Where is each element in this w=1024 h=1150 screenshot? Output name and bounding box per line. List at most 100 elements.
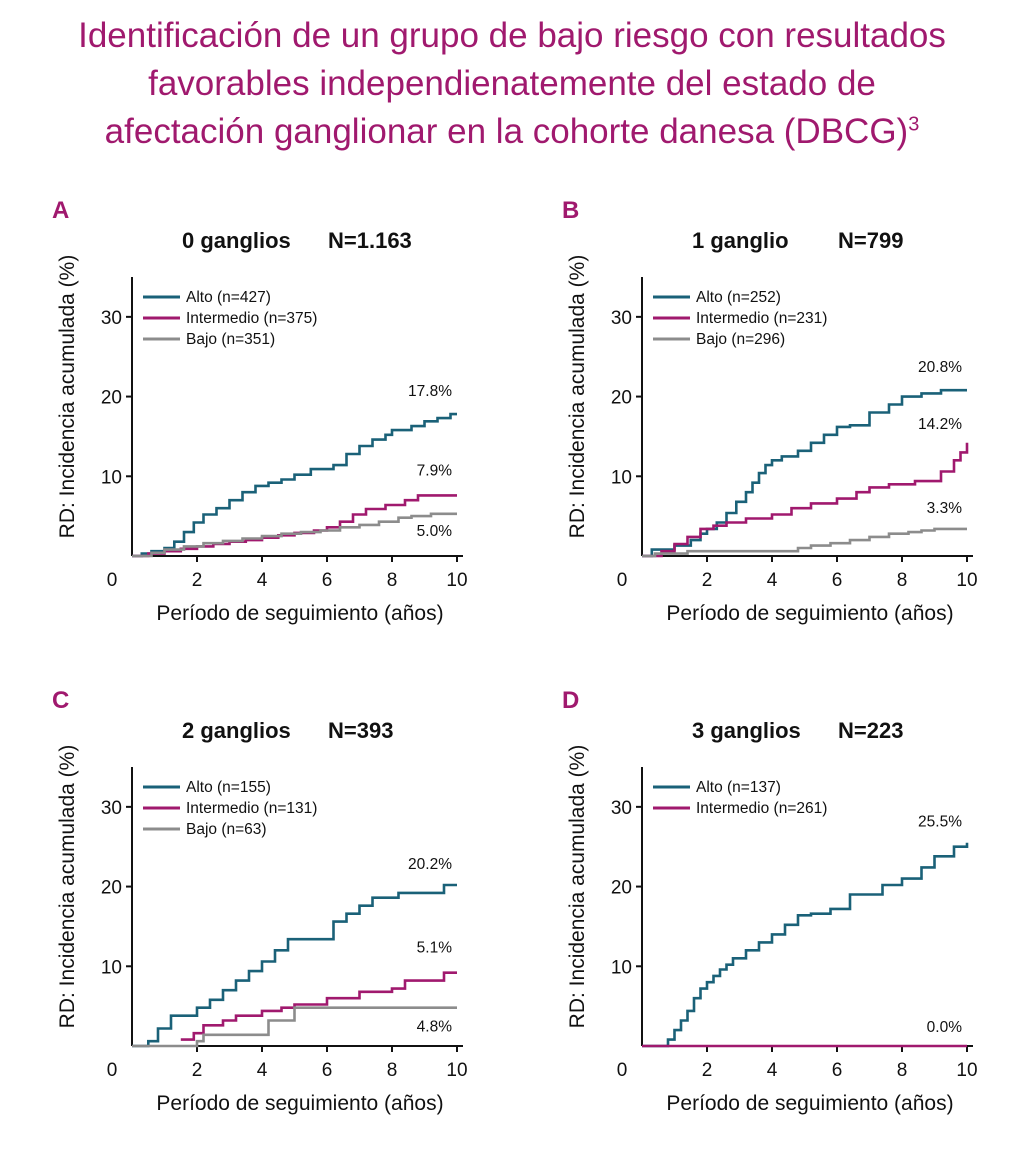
x-axis-label: Período de seguimiento (años) <box>156 602 443 625</box>
panel-letter: C <box>52 687 69 714</box>
x-tick-label: 10 <box>446 570 467 591</box>
panel-letter: A <box>52 197 69 224</box>
legend-label-alto: Alto (n=155) <box>186 779 271 796</box>
title-line-2: favorables independienatemente del estad… <box>148 64 876 103</box>
panel-title: 1 ganglio <box>692 228 789 253</box>
legend-label-alto: Alto (n=427) <box>186 289 271 306</box>
title-superscript: 3 <box>908 113 920 136</box>
legend-label-bajo: Bajo (n=63) <box>186 821 267 838</box>
x-tick-label: 2 <box>702 570 713 591</box>
end-label-intermedio: 7.9% <box>417 462 453 479</box>
legend-label-intermedio: Intermedio (n=261) <box>696 800 827 817</box>
x-tick-label: 10 <box>956 1060 977 1081</box>
title-line-3-text: afectación ganglionar en la cohorte dane… <box>104 112 909 151</box>
panel-letter: B <box>562 197 579 224</box>
y-tick-label: 30 <box>101 308 122 329</box>
panel-c: C 2 ganglios N=393 0 2 4 6 8 10 10 20 30 Período de … <box>0 680 512 1150</box>
x-tick-label: 8 <box>897 570 908 591</box>
x-axis-label: Período de seguimiento (años) <box>666 602 953 625</box>
legend-label-intermedio: Intermedio (n=131) <box>186 800 317 817</box>
series-line-alto <box>642 842 969 1048</box>
panel-d: D 3 ganglios N=223 0 2 4 6 8 10 10 20 30 Período de … <box>510 680 1022 1150</box>
x-tick-label: 4 <box>767 1060 778 1081</box>
y-tick-label: 20 <box>611 388 632 409</box>
y-tick-label: 10 <box>101 467 122 488</box>
y-tick-label: 30 <box>611 308 632 329</box>
x-tick-label: 4 <box>257 570 268 591</box>
chart-panel-d: D 3 ganglios N=223 0 2 4 6 8 10 10 20 30 Período de … <box>562 687 978 1115</box>
series-line-alto <box>132 412 457 558</box>
panel-n-label: N=799 <box>838 228 903 253</box>
end-label-alto: 25.5% <box>918 814 962 831</box>
legend-label-bajo: Bajo (n=296) <box>696 331 785 348</box>
y-tick-label: 20 <box>101 878 122 899</box>
y-tick-label: 10 <box>101 957 122 978</box>
panel-a: A 0 ganglios N=1.163 0 2 4 6 8 10 10 20 30 Período d… <box>0 190 512 660</box>
end-label-bajo: 4.8% <box>417 1019 453 1036</box>
end-label-intermedio: 14.2% <box>918 416 962 433</box>
series-line-bajo <box>132 1006 457 1048</box>
panel-b: B 1 ganglio N=799 0 2 4 6 8 10 10 20 30 Período de s… <box>510 190 1022 660</box>
x-tick-label: 10 <box>446 1060 467 1081</box>
y-axis-label: RD: Incidencia acumulada (%) <box>56 745 79 1029</box>
panel-n-label: N=393 <box>328 718 393 743</box>
panel-n-label: N=1.163 <box>328 228 412 253</box>
end-label-alto: 20.8% <box>918 359 962 376</box>
x-tick-label: 6 <box>832 1060 843 1081</box>
series-line-alto <box>132 883 457 1048</box>
panel-title: 0 ganglios <box>182 228 291 253</box>
end-label-intermedio: 5.1% <box>417 940 453 957</box>
panel-title: 2 ganglios <box>182 718 291 743</box>
x-tick-label: 0 <box>617 1060 628 1081</box>
chart-panel-c: C 2 ganglios N=393 0 2 4 6 8 10 10 20 30 Período de … <box>52 687 468 1115</box>
y-axis-label: RD: Incidencia acumulada (%) <box>566 745 589 1029</box>
y-axis-label: RD: Incidencia acumulada (%) <box>566 255 589 539</box>
series-line-intermedio <box>132 494 457 558</box>
y-tick-label: 30 <box>101 798 122 819</box>
legend-label-intermedio: Intermedio (n=375) <box>186 310 317 327</box>
y-tick-label: 20 <box>611 878 632 899</box>
x-tick-label: 8 <box>387 1060 398 1081</box>
y-tick-label: 20 <box>101 388 122 409</box>
legend-label-intermedio: Intermedio (n=231) <box>696 310 827 327</box>
title-line-1: Identificación de un grupo de bajo riesg… <box>78 16 946 55</box>
series-line-intermedio <box>180 971 457 1041</box>
panel-letter: D <box>562 687 579 714</box>
panel-title: 3 ganglios <box>692 718 801 743</box>
x-axis-label: Período de seguimiento (años) <box>666 1092 953 1115</box>
series-line-intermedio <box>642 442 969 558</box>
series-line-bajo <box>132 512 457 558</box>
x-tick-label: 6 <box>322 1060 333 1081</box>
x-tick-label: 2 <box>192 1060 203 1081</box>
x-tick-label: 0 <box>107 570 118 591</box>
y-tick-label: 10 <box>611 957 632 978</box>
x-tick-label: 10 <box>956 570 977 591</box>
x-tick-label: 4 <box>257 1060 268 1081</box>
x-tick-label: 6 <box>832 570 843 591</box>
end-label-bajo: 5.0% <box>417 523 453 540</box>
x-tick-label: 2 <box>192 570 203 591</box>
x-tick-label: 0 <box>617 570 628 591</box>
chart-panel-b: B 1 ganglio N=799 0 2 4 6 8 10 10 20 30 Período de s… <box>562 197 978 625</box>
y-tick-label: 10 <box>611 467 632 488</box>
end-label-bajo: 3.3% <box>927 500 963 517</box>
x-tick-label: 0 <box>107 1060 118 1081</box>
legend-label-bajo: Bajo (n=351) <box>186 331 275 348</box>
y-tick-label: 30 <box>611 798 632 819</box>
series-line-bajo <box>642 527 967 558</box>
legend-label-alto: Alto (n=137) <box>696 779 781 796</box>
x-tick-label: 2 <box>702 1060 713 1081</box>
page-title: Identificación de un grupo de bajo riesg… <box>0 12 1024 156</box>
title-line-3: afectación ganglionar en la cohorte dane… <box>0 108 1024 156</box>
x-tick-label: 8 <box>897 1060 908 1081</box>
legend-label-alto: Alto (n=252) <box>696 289 781 306</box>
y-axis-label: RD: Incidencia acumulada (%) <box>56 255 79 539</box>
chart-panel-a: A 0 ganglios N=1.163 0 2 4 6 8 10 10 20 30 Período d… <box>52 197 468 625</box>
x-tick-label: 6 <box>322 570 333 591</box>
x-tick-label: 8 <box>387 570 398 591</box>
panel-n-label: N=223 <box>838 718 903 743</box>
end-label-intermedio: 0.0% <box>927 1019 963 1036</box>
x-axis-label: Período de seguimiento (años) <box>156 1092 443 1115</box>
x-tick-label: 4 <box>767 570 778 591</box>
end-label-alto: 17.8% <box>408 383 452 400</box>
